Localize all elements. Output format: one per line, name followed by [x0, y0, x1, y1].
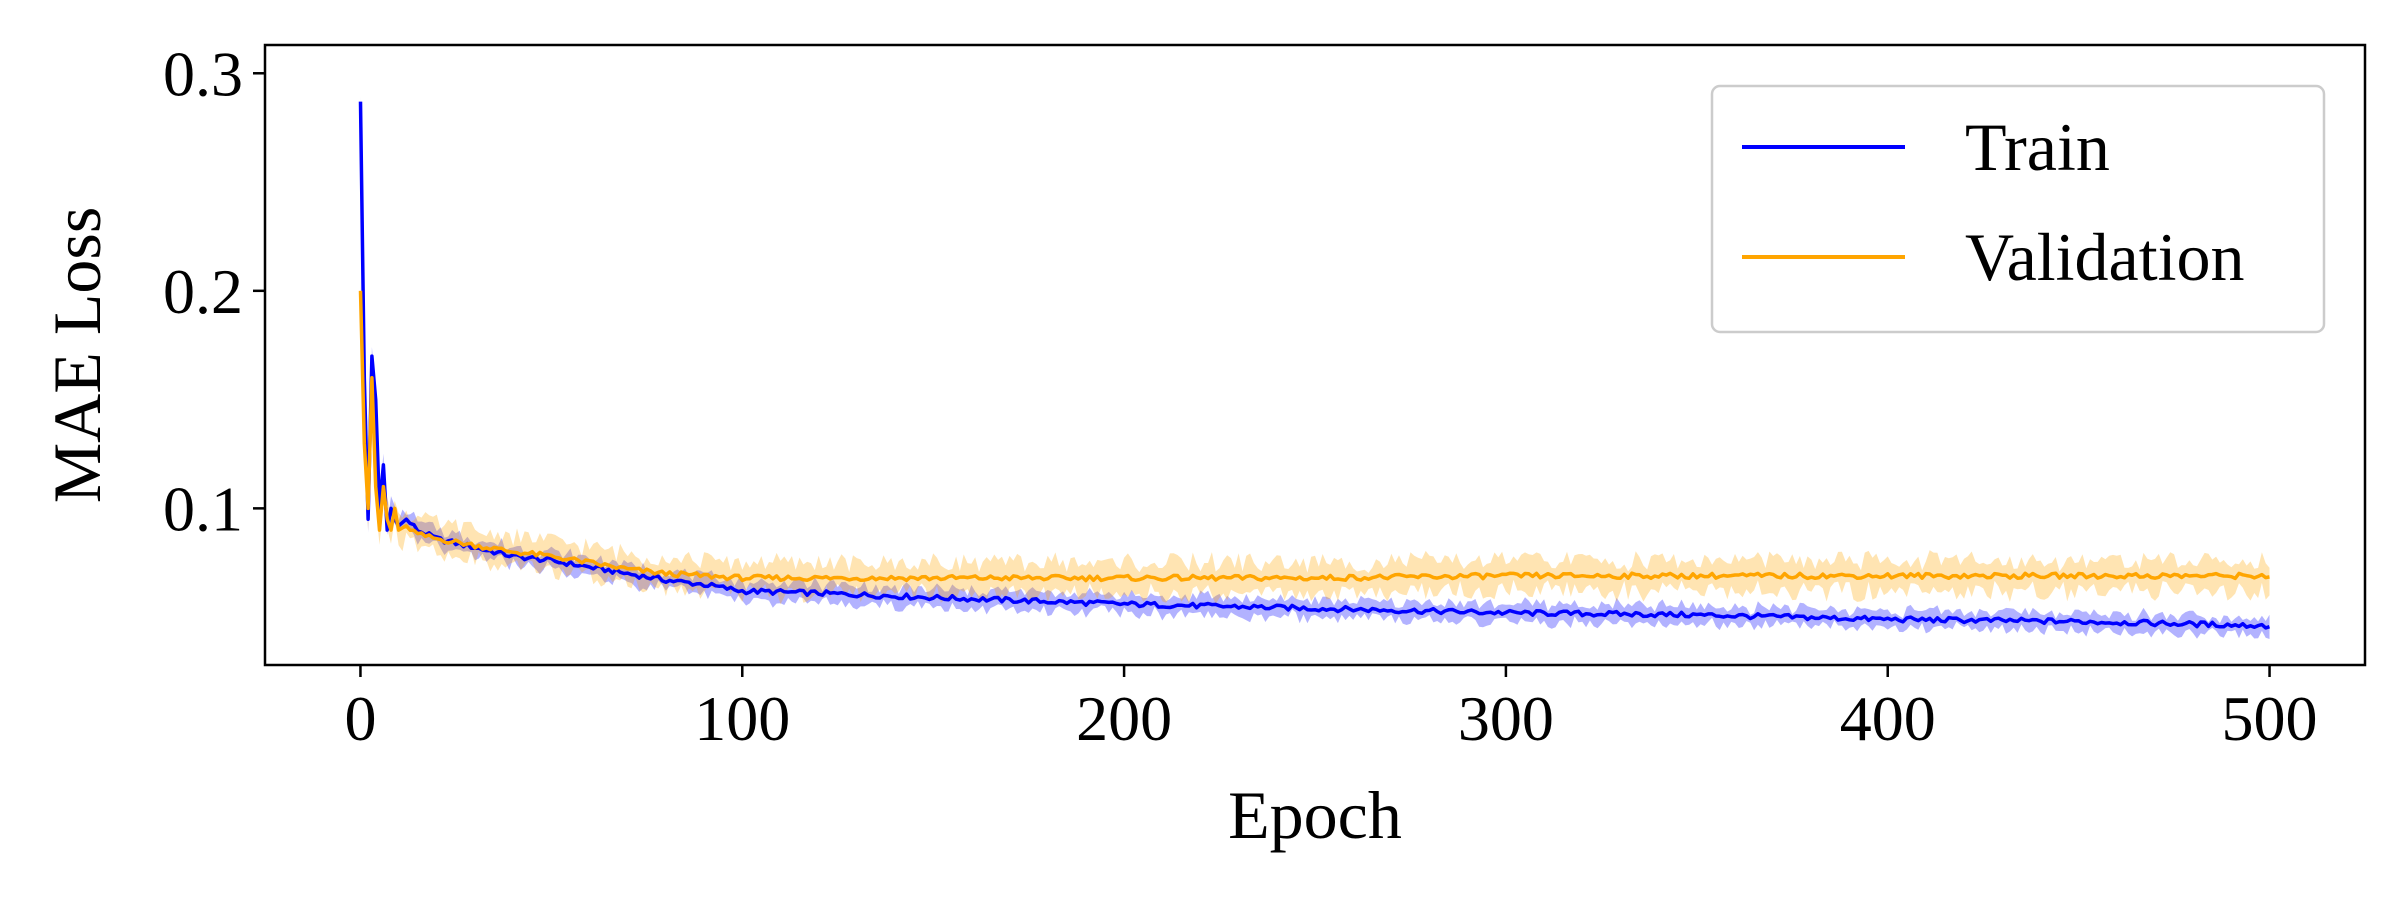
y-tick-label: 0.1 — [163, 473, 243, 544]
x-tick-label: 100 — [694, 683, 790, 754]
x-tick-label: 300 — [1458, 683, 1554, 754]
series-lines — [358, 101, 2271, 630]
y-tick-label: 0.3 — [163, 38, 243, 109]
series-line-train — [358, 101, 2271, 630]
legend: Train Validation — [1710, 84, 2326, 334]
x-tick-label: 200 — [1076, 683, 1172, 754]
y-tick-label: 0.2 — [163, 256, 243, 327]
x-tick-label: 0 — [344, 683, 376, 754]
y-axis: 0.1 0.2 0.3 — [163, 38, 265, 544]
x-tick-label: 400 — [1840, 683, 1936, 754]
legend-label-validation: Validation — [1965, 219, 2245, 295]
x-axis-title: Epoch — [1228, 777, 1402, 853]
y-axis-title: MAE Loss — [39, 207, 115, 504]
x-axis: 0 100 200 300 400 500 — [344, 665, 2318, 754]
x-tick-label: 500 — [2222, 683, 2318, 754]
series-line-validation — [358, 290, 2270, 583]
plot-frame — [263, 43, 2367, 667]
legend-label-train: Train — [1965, 109, 2110, 185]
